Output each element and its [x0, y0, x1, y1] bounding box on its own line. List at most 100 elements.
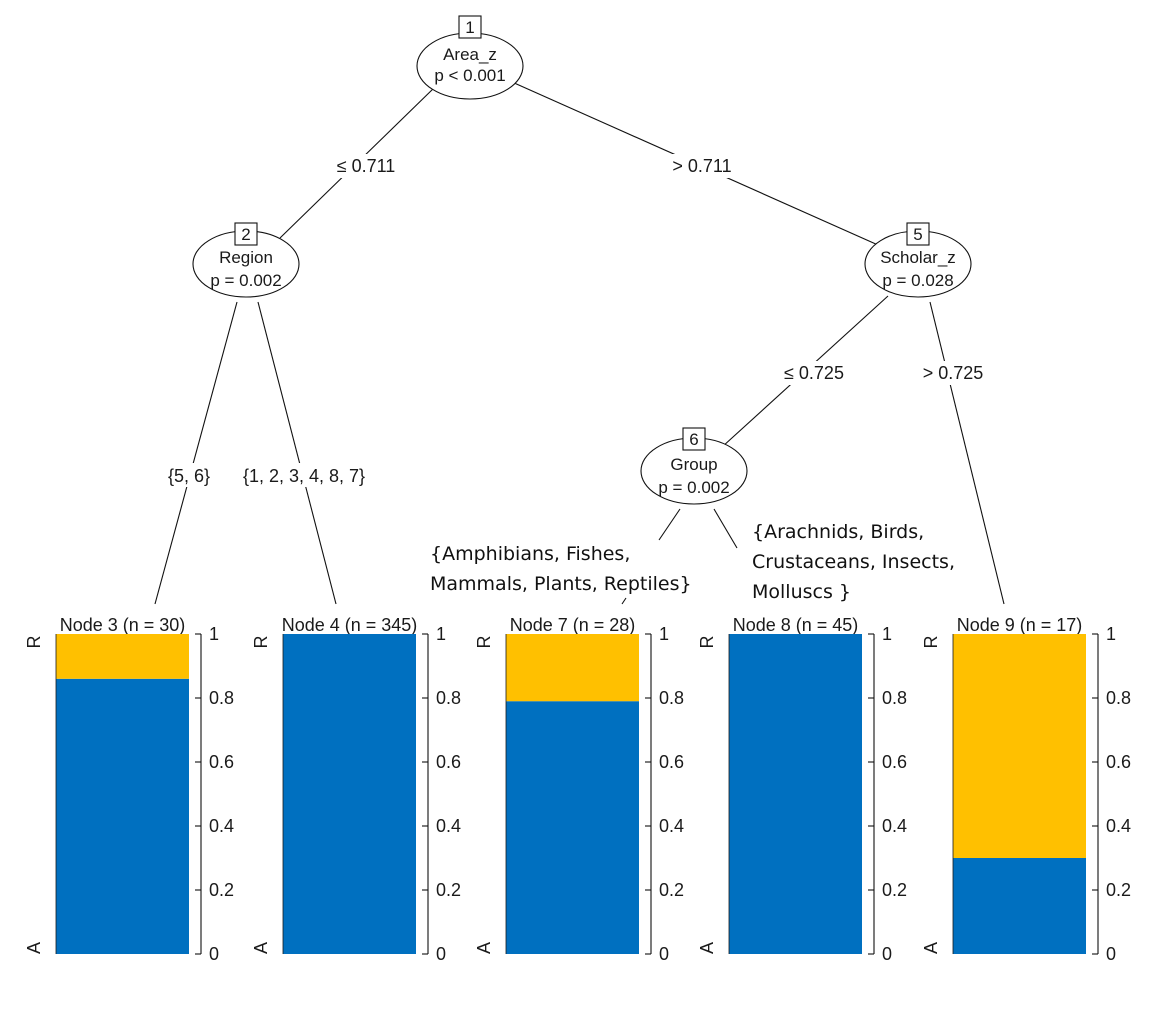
terminal-node-panel: Node 8 (n = 45) R A 0 0.2 0.4 0.6 0.8 1: [697, 615, 907, 964]
edge-2-4: [257, 301, 337, 605]
class-label-r: R: [921, 636, 941, 649]
class-label-a: A: [24, 942, 44, 954]
edge-label-bg: [330, 154, 402, 178]
y-tick-label: 0.8: [882, 688, 907, 708]
terminal-node-title: Node 3 (n = 30): [60, 615, 186, 635]
edge-6-7: [658, 508, 681, 541]
edge-labels: ≤ 0.711 > 0.711 {5, 6} {1, 2, 3, 4, 8, 7…: [162, 154, 988, 487]
edge-label-bg: [666, 154, 738, 178]
terminal-node-panel: Node 3 (n = 30) R A 0 0.2 0.4 0.6 0.8 1: [24, 615, 234, 964]
edge-label-bg: [162, 463, 214, 487]
y-tick-label: 0.6: [1106, 752, 1131, 772]
y-tick-label: 1: [882, 624, 892, 644]
y-tick-label: 0.6: [436, 752, 461, 772]
terminal-node-title: Node 4 (n = 345): [282, 615, 418, 635]
y-tick-label: 0.2: [1106, 880, 1131, 900]
class-label-a: A: [921, 942, 941, 954]
y-tick-label: 0.4: [1106, 816, 1131, 836]
class-label-r: R: [474, 636, 494, 649]
node-id: 1: [465, 18, 474, 37]
inner-node-5: 5 Scholar_z p = 0.028: [864, 222, 972, 298]
node-id: 5: [913, 225, 922, 244]
terminal-node-panel: Node 9 (n = 17) R A 0 0.2 0.4 0.6 0.8 1: [921, 615, 1131, 964]
y-tick-label: 0.8: [659, 688, 684, 708]
bar-segment-r: [953, 634, 1086, 858]
y-tick-label: 1: [1106, 624, 1116, 644]
edge-label-n1-right: > 0.711: [672, 156, 731, 176]
node-id-box: [234, 222, 258, 246]
node-id-box: [906, 222, 930, 246]
y-tick-label: 0.4: [209, 816, 234, 836]
edge-6-8: [713, 508, 738, 549]
y-tick-label: 0: [659, 944, 669, 964]
terminal-node-title: Node 8 (n = 45): [733, 615, 859, 635]
edge-5-9: [929, 301, 1005, 605]
edge-label-n2-left: {5, 6}: [168, 466, 210, 486]
y-tick-label: 1: [209, 624, 219, 644]
bar-segment-a: [729, 634, 862, 954]
group-right-line-3: Molluscs }: [752, 581, 851, 603]
node-variable: Area_z: [443, 45, 497, 64]
y-tick-label: 0.2: [659, 880, 684, 900]
bar-segment-r: [506, 634, 639, 702]
node-id: 6: [689, 430, 698, 449]
class-label-r: R: [251, 636, 271, 649]
group-left-line-1: {Amphibians, Fishes,: [430, 543, 630, 565]
node-pvalue: p = 0.028: [882, 271, 953, 290]
bar-segment-a: [953, 858, 1086, 954]
y-tick-label: 0.2: [209, 880, 234, 900]
y-tick-label: 1: [436, 624, 446, 644]
y-tick-label: 0.8: [436, 688, 461, 708]
node-pvalue: p = 0.002: [210, 271, 281, 290]
y-tick-label: 0: [882, 944, 892, 964]
terminal-node-panel: Node 4 (n = 345) R A 0 0.2 0.4 0.6 0.8 1: [251, 615, 461, 964]
node-id-box: [458, 15, 482, 39]
node-variable: Region: [219, 248, 273, 267]
edge-label-n1-left: ≤ 0.711: [337, 156, 396, 176]
edge-label-bg: [778, 361, 850, 385]
inner-node-1: 1 Area_z p < 0.001: [416, 15, 524, 100]
edge-label-bg: [236, 463, 372, 487]
y-tick-label: 0.4: [659, 816, 684, 836]
y-tick-label: 0.8: [209, 688, 234, 708]
y-tick-label: 0: [209, 944, 219, 964]
group-right-line-2: Crustaceans, Insects,: [752, 551, 955, 573]
inner-node-2: 2 Region p = 0.002: [192, 222, 300, 298]
y-tick-label: 0.4: [882, 816, 907, 836]
node-variable: Scholar_z: [880, 248, 956, 267]
edge-2-3: [154, 301, 238, 605]
y-tick-label: 0.2: [436, 880, 461, 900]
node-pvalue: p = 0.002: [658, 478, 729, 497]
y-tick-label: 1: [659, 624, 669, 644]
y-tick-label: 0.8: [1106, 688, 1131, 708]
terminal-nodes: Node 3 (n = 30)RA 00.20.40.60.81 Node 4 (n…: [24, 615, 1131, 964]
y-tick-label: 0.4: [436, 816, 461, 836]
class-label-a: A: [697, 942, 717, 954]
class-label-r: R: [24, 636, 44, 649]
y-tick-label: 0.2: [882, 880, 907, 900]
class-label-a: A: [251, 942, 271, 954]
inner-node-6: 6 Group p = 0.002: [640, 427, 748, 505]
bar-segment-r: [56, 634, 189, 679]
edge-label-bg: [916, 361, 988, 385]
group-right-line-1: {Arachnids, Birds,: [752, 521, 924, 543]
edge-label-n2-right: {1, 2, 3, 4, 8, 7}: [243, 466, 365, 486]
class-label-r: R: [697, 636, 717, 649]
edge-label-n5-left: ≤ 0.725: [784, 363, 844, 383]
node-id-box: [682, 427, 706, 451]
y-tick-label: 0.6: [659, 752, 684, 772]
bar-segment-a: [283, 634, 416, 954]
group-annotations: {Amphibians, Fishes, Mammals, Plants, Re…: [430, 521, 955, 603]
bar-segment-a: [506, 701, 639, 954]
terminal-node-title: Node 7 (n = 28): [510, 615, 636, 635]
node-variable: Group: [670, 455, 717, 474]
y-tick-label: 0.6: [209, 752, 234, 772]
y-tick-label: 0: [436, 944, 446, 964]
bar-segment-a: [56, 678, 189, 954]
node-pvalue: p < 0.001: [434, 66, 505, 85]
y-tick-label: 0.6: [882, 752, 907, 772]
group-left-line-2: Mammals, Plants, Reptiles}: [430, 573, 692, 595]
terminal-node-panel: Node 7 (n = 28) R A 0 0.2 0.4 0.6 0.8 1: [474, 615, 684, 964]
